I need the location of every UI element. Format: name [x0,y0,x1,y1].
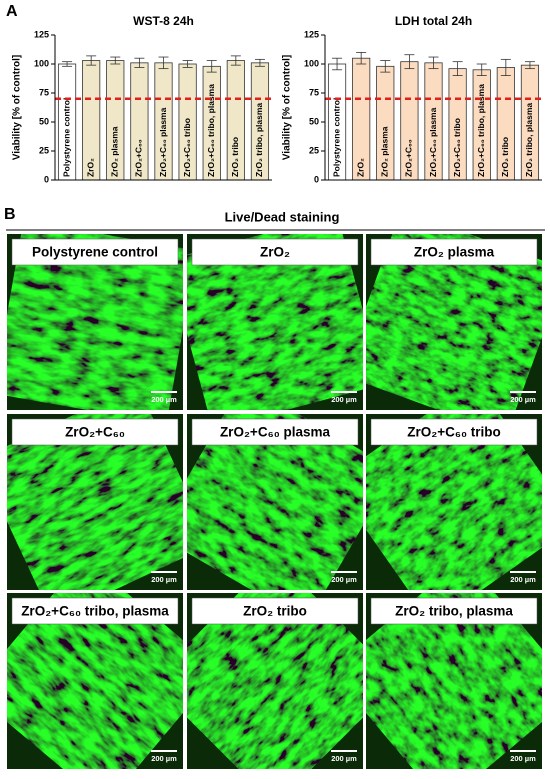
y-tick-label: 25 [309,145,319,155]
panel-title: Live/Dead staining [225,209,340,224]
category-label: ZrO₂+C₆₀ tribo, plasma [206,84,216,177]
category-label: ZrO₂+C₆₀ tribo [452,118,462,177]
y-axis-label: Viability [% of control] [282,55,293,160]
category-label: ZrO₂ [85,158,95,177]
error-bar [254,58,265,67]
error-bar [110,56,121,65]
category-label: ZrO₂ plasma [380,126,390,177]
scale-bar-label: 200 µm [331,395,357,404]
scale-bar-label: 200 µm [331,575,357,584]
error-bar [62,61,73,67]
y-tick-label: 25 [39,145,49,155]
image-caption: ZrO₂+C₆₀ [65,425,125,440]
error-bar [86,55,97,66]
y-tick-label: 75 [309,87,319,97]
error-bar [476,63,487,76]
chart-title: WST-8 24h [133,14,194,28]
error-bar [356,52,367,65]
image-caption: ZrO₂+C₆₀ tribo, plasma [21,604,169,619]
y-tick-label: 125 [34,29,49,39]
caption-box [11,597,179,625]
category-label: ZrO₂+C₆₀ tribo, plasma [476,84,486,177]
caption-box [191,238,359,266]
micrograph [366,593,542,769]
image-caption: ZrO₂ tribo, plasma [395,604,513,619]
error-bar [404,54,415,70]
y-tick-label: 50 [309,116,319,126]
caption-box [11,238,179,266]
caption-box [370,597,538,625]
micrograph [187,414,363,590]
category-label: Polystyrene control [331,98,341,177]
category-label: ZrO₂+C₆₀ [134,139,144,177]
error-bar [182,60,193,68]
error-bar [380,60,391,73]
image-caption: ZrO₂ tribo [243,604,307,619]
category-label: ZrO₂+C₆₀ [404,139,414,177]
scale-bar-label: 200 µm [151,395,177,404]
error-bar [428,56,439,70]
error-bar [452,61,463,76]
micrograph [366,414,542,590]
category-label: ZrO₂ tribo, plasma [524,103,534,177]
y-tick-label: 0 [44,174,49,184]
error-bar [158,56,169,70]
scale-bar-label: 200 µm [510,754,536,763]
category-label: ZrO₂ plasma [110,126,120,177]
caption-box [191,597,359,625]
category-label: ZrO₂ [355,158,365,177]
caption-box [191,418,359,446]
y-tick-label: 75 [39,87,49,97]
image-caption: Polystyrene control [32,245,158,260]
category-label: ZrO₂+C₆₀ tribo [182,118,192,177]
error-bar [524,61,535,70]
micrograph [7,593,183,769]
y-tick-label: 100 [34,58,49,68]
category-label: ZrO₂ tribo [500,137,510,177]
error-bar [134,57,145,68]
category-label: ZrO₂ tribo, plasma [254,103,264,177]
image-caption: ZrO₂ [260,245,290,260]
scale-bar-label: 200 µm [510,575,536,584]
category-label: Polystyrene control [61,98,71,177]
chart-title: LDH total 24h [395,14,472,28]
panel-label: B [4,206,16,223]
image-caption: ZrO₂+C₆₀ plasma [220,425,331,440]
y-tick-label: 100 [304,58,319,68]
category-label: ZrO₂+C₆₀ plasma [158,107,168,177]
error-bar [332,57,343,71]
category-label: ZrO₂ tribo [230,137,240,177]
scale-bar-label: 200 µm [510,395,536,404]
y-tick-label: 125 [304,29,319,39]
y-tick-label: 50 [39,116,49,126]
caption-box [370,238,538,266]
caption-box [11,418,179,446]
panel-label: A [6,3,18,20]
error-bar [500,58,511,76]
scale-bar-label: 200 µm [331,754,357,763]
error-bar [206,60,217,73]
y-tick-label: 0 [314,174,319,184]
error-bar [230,55,241,66]
scale-bar-label: 200 µm [151,754,177,763]
scale-bar-label: 200 µm [151,575,177,584]
image-caption: ZrO₂+C₆₀ tribo [407,425,501,440]
category-label: ZrO₂+C₆₀ plasma [428,107,438,177]
image-caption: ZrO₂ plasma [414,245,495,260]
caption-box [370,418,538,446]
y-axis-label: Viability [% of control] [12,55,23,160]
